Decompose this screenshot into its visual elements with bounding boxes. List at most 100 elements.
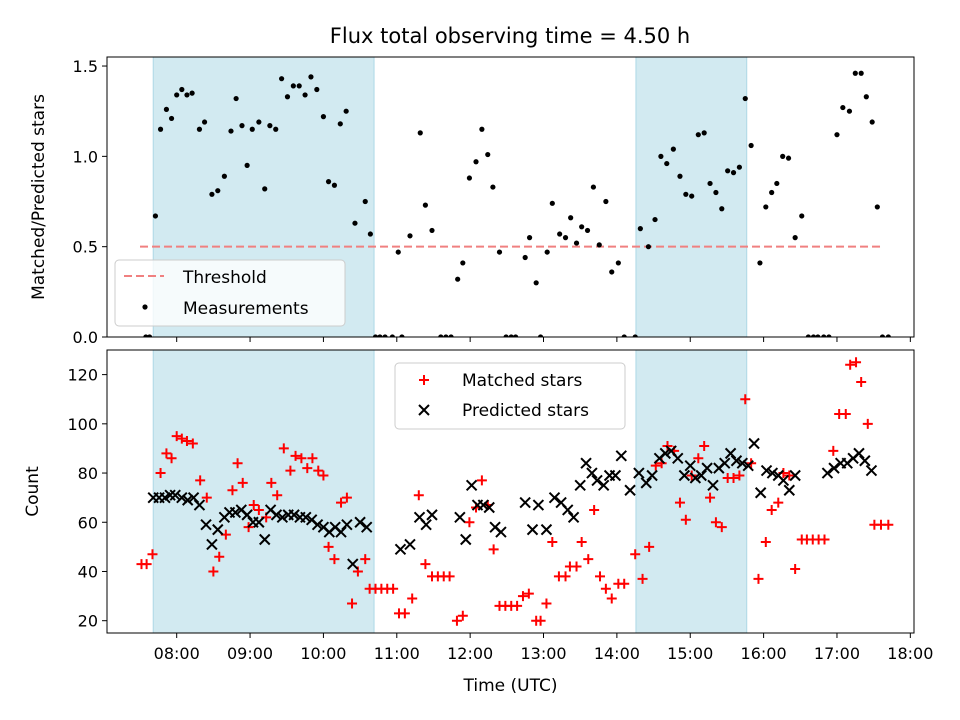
x-tick-label: 17:00 — [814, 644, 860, 663]
y-tick-label: 0.5 — [73, 238, 98, 257]
y-axis-label: Count — [23, 466, 43, 517]
matched-star-point — [457, 610, 468, 621]
predicted-star-point — [640, 477, 652, 489]
measurement-point — [695, 132, 701, 138]
predicted-star-point — [404, 538, 416, 551]
matched-star-point — [710, 517, 721, 528]
predicted-star-point — [200, 519, 212, 531]
predicted-star-point — [586, 467, 598, 479]
predicted-star-point — [597, 479, 610, 492]
predicted-star-point — [609, 469, 622, 482]
matched-star-point — [644, 541, 655, 552]
matched-star-point — [237, 477, 248, 488]
predicted-star-point — [495, 526, 507, 538]
predicted-star-point — [270, 509, 283, 521]
matched-star-point — [619, 578, 630, 589]
measurement-point — [460, 260, 466, 266]
y-tick-label: 0.0 — [73, 328, 98, 347]
predicted-star-point — [633, 467, 645, 479]
predicted-star-point — [736, 457, 749, 469]
predicted-star-point — [483, 501, 495, 514]
measurement-point — [352, 220, 358, 226]
matched-star-point — [201, 492, 212, 503]
measurement-point — [179, 86, 185, 93]
axes-frame — [106, 56, 915, 338]
measurement-point — [455, 276, 461, 282]
predicted-star-point — [724, 447, 737, 460]
measurement-point — [448, 334, 454, 337]
predicted-star-point — [341, 519, 353, 531]
measurement-point — [719, 206, 725, 212]
measurement-point — [562, 235, 569, 241]
predicted-star-point — [828, 462, 840, 474]
predicted-star-point — [360, 521, 373, 533]
predicted-star-point — [176, 491, 188, 504]
matched-star-point — [766, 504, 777, 515]
x-tick-label: 10:00 — [300, 644, 346, 663]
predicted-star-point — [646, 469, 658, 482]
measurement-point — [852, 70, 858, 76]
matched-star-point — [307, 453, 318, 464]
predicted-star-point — [853, 447, 865, 460]
y-tick-label: 1.0 — [73, 147, 98, 166]
measurement-point — [596, 242, 602, 248]
measurement-point — [769, 189, 775, 196]
matched-star-point — [347, 598, 358, 609]
measurement-point — [683, 191, 689, 197]
legend: Matched stars Predicted stars — [394, 362, 626, 430]
measurement-point — [677, 173, 683, 179]
matched-star-point — [693, 453, 704, 464]
measurement-point — [168, 115, 175, 122]
legend-predicted-label: Predicted stars — [462, 401, 589, 421]
matched-star-point — [595, 571, 606, 582]
matched-star-point — [583, 554, 594, 565]
predicted-star-point — [477, 499, 490, 511]
predicted-star-point — [193, 499, 206, 511]
measurement-point — [407, 233, 413, 239]
matched-star-point — [444, 571, 455, 582]
matched-star-point — [845, 359, 856, 370]
predicted-star-point — [276, 511, 289, 524]
y-tick-label: 1.5 — [73, 57, 98, 76]
measurement-point — [473, 159, 479, 165]
matched-star-point — [388, 583, 399, 594]
measurement-point — [221, 173, 227, 179]
measurement-point — [664, 160, 670, 167]
measurement-point — [466, 175, 473, 181]
matched-star-point — [155, 468, 166, 479]
measurement-point — [249, 126, 255, 132]
measurement-point — [869, 119, 875, 125]
matched-star-point — [285, 465, 296, 476]
matched-star-point — [728, 472, 739, 483]
predicted-star-point — [335, 526, 347, 538]
legend-threshold-label: Threshold — [182, 268, 267, 288]
matched-star-point — [571, 561, 582, 572]
matched-star-point — [464, 517, 475, 528]
measurement-point — [196, 126, 203, 132]
matched-star-point — [253, 504, 264, 515]
matched-star-point — [399, 608, 410, 619]
matched-star-point — [476, 475, 487, 486]
measurement-point — [799, 213, 805, 219]
measurement-point — [609, 269, 615, 275]
predicted-star-point — [615, 450, 627, 462]
predicted-star-point — [300, 511, 312, 524]
measurement-point — [395, 249, 401, 255]
matched-star-point — [329, 554, 340, 565]
y-tick-label: 100 — [67, 415, 98, 434]
measurement-point — [163, 106, 170, 112]
measurement-point — [146, 334, 153, 337]
measurement-point — [503, 334, 509, 337]
predicted-star-point — [783, 484, 795, 496]
predicted-star-point — [311, 519, 324, 531]
measurement-point — [840, 104, 846, 111]
measurement-point — [579, 224, 585, 230]
measurement-point — [233, 95, 239, 102]
measurement-point — [590, 184, 597, 190]
measurement-point — [573, 240, 580, 246]
matched-star-point — [187, 438, 198, 449]
matched-star-point — [227, 485, 238, 496]
measurement-point — [302, 92, 308, 98]
predicted-star-point — [580, 457, 592, 469]
